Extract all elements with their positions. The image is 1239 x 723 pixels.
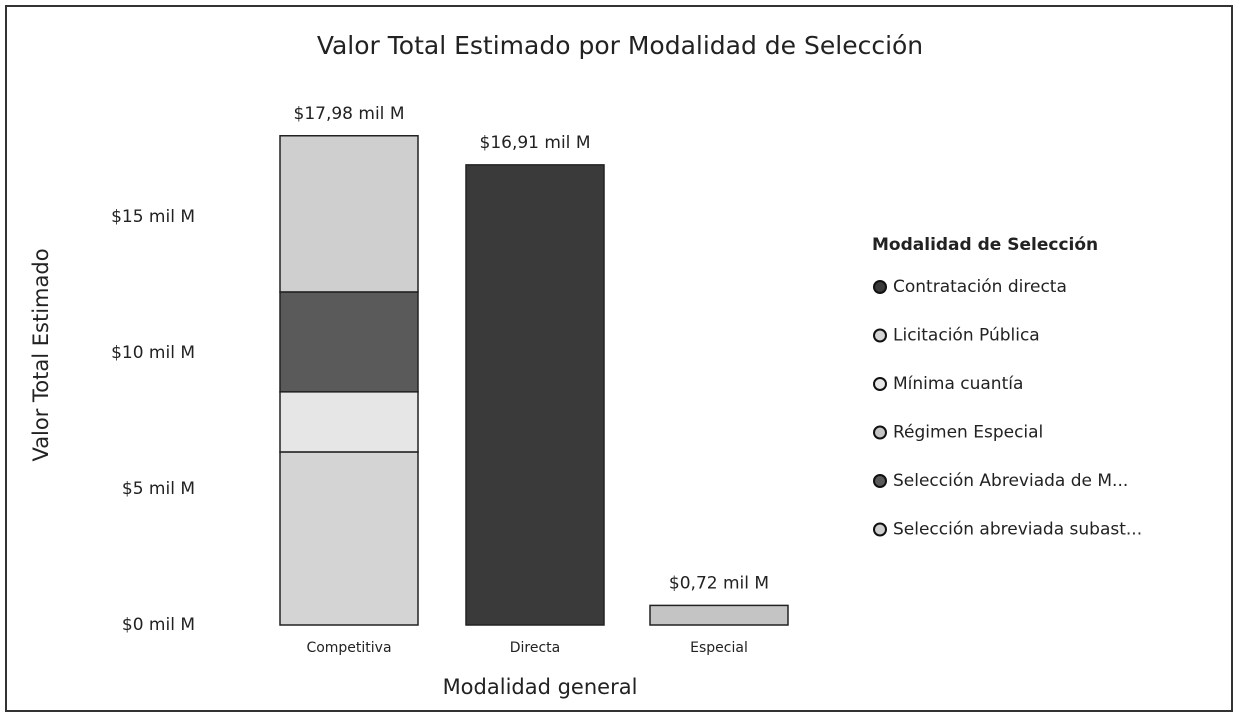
y-tick-label: $10 mil M — [111, 343, 195, 363]
x-axis-title: Modalidad general — [443, 675, 638, 699]
legend-label: Contratación directa — [893, 277, 1067, 297]
legend-label: Selección abreviada subast... — [893, 520, 1142, 540]
x-tick-label: Directa — [510, 640, 561, 656]
bar-segment — [279, 451, 419, 626]
legend-label: Mínima cuantía — [893, 374, 1023, 394]
y-tick-label: $15 mil M — [111, 207, 195, 227]
legend-marker — [873, 280, 887, 294]
x-tick-label: Competitiva — [306, 640, 391, 656]
bar-segment — [649, 604, 789, 626]
y-tick-label: $0 mil M — [122, 615, 195, 635]
frame — [5, 5, 1233, 712]
legend-label: Régimen Especial — [893, 423, 1043, 443]
y-tick-label: $5 mil M — [122, 479, 195, 499]
legend-label: Selección Abreviada de M... — [893, 471, 1128, 491]
chart-title: Valor Total Estimado por Modalidad de Se… — [317, 31, 923, 60]
legend-marker — [873, 522, 887, 537]
bar-segment — [279, 135, 419, 293]
bar-segment — [279, 391, 419, 453]
bar-segment — [465, 164, 605, 626]
legend-title: Modalidad de Selección — [872, 235, 1098, 255]
x-tick-label: Especial — [690, 640, 748, 656]
y-axis-title: Valor Total Estimado — [29, 248, 53, 461]
legend-marker — [873, 328, 887, 343]
total-label: $0,72 mil M — [669, 573, 769, 593]
legend-marker — [873, 377, 887, 391]
legend-label: Licitación Pública — [893, 326, 1040, 346]
total-label: $17,98 mil M — [294, 104, 405, 124]
total-label: $16,91 mil M — [480, 133, 591, 153]
legend-marker — [873, 474, 887, 488]
bar-segment — [279, 291, 419, 393]
legend-marker — [873, 425, 887, 440]
